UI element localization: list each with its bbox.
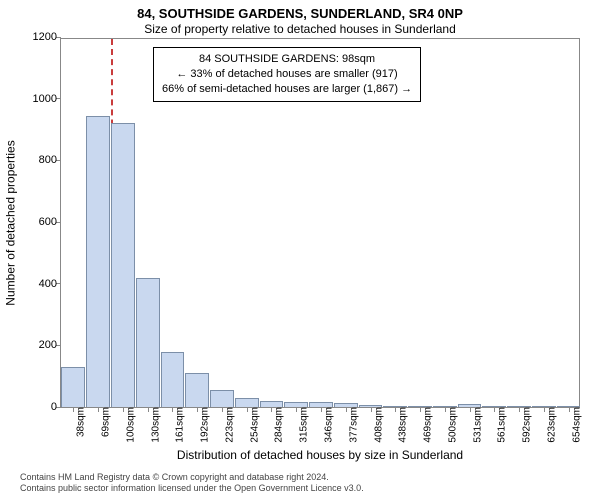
x-tick-label: 254sqm	[241, 407, 260, 443]
x-tick-label: 654sqm	[563, 407, 582, 443]
y-tick-label: 800	[39, 154, 61, 166]
x-tick-label: 438sqm	[390, 407, 409, 443]
x-tick-label: 192sqm	[192, 407, 211, 443]
y-axis-label-container: Number of detached properties	[2, 38, 20, 408]
y-tick-label: 0	[51, 401, 61, 413]
x-tick-label: 100sqm	[117, 407, 136, 443]
x-tick-label: 408sqm	[365, 407, 384, 443]
x-tick-label: 346sqm	[316, 407, 335, 443]
chart-title-line2: Size of property relative to detached ho…	[0, 22, 600, 36]
histogram-bar	[161, 352, 185, 408]
footer-line1: Contains HM Land Registry data © Crown c…	[20, 472, 588, 483]
x-tick-label: 161sqm	[167, 407, 186, 443]
y-tick-label: 1200	[33, 31, 61, 43]
annotation-line2: ← 33% of detached houses are smaller (91…	[162, 67, 412, 82]
x-tick-label: 315sqm	[291, 407, 310, 443]
x-tick-label: 500sqm	[439, 407, 458, 443]
histogram-bar	[61, 367, 85, 407]
histogram-bar	[86, 116, 110, 407]
annotation-box: 84 SOUTHSIDE GARDENS: 98sqm ← 33% of det…	[153, 47, 421, 102]
x-tick-label: 69sqm	[93, 407, 112, 437]
x-tick-label: 377sqm	[340, 407, 359, 443]
plot-area: 84 SOUTHSIDE GARDENS: 98sqm ← 33% of det…	[60, 38, 580, 408]
x-tick-label: 623sqm	[538, 407, 557, 443]
x-tick-label: 561sqm	[489, 407, 508, 443]
x-axis-label: Distribution of detached houses by size …	[60, 448, 580, 462]
annotation-line3: 66% of semi-detached houses are larger (…	[162, 82, 412, 97]
histogram-bar	[210, 390, 234, 407]
x-tick-label: 531sqm	[464, 407, 483, 443]
x-tick-label: 592sqm	[514, 407, 533, 443]
histogram-bar	[235, 398, 259, 407]
y-tick-label: 200	[39, 339, 61, 351]
histogram-bar	[136, 278, 160, 408]
x-tick-label: 469sqm	[415, 407, 434, 443]
footer-line2: Contains public sector information licen…	[20, 483, 588, 494]
histogram-bar	[111, 123, 135, 407]
y-tick-label: 400	[39, 278, 61, 290]
histogram-bar	[185, 373, 209, 407]
x-tick-label: 223sqm	[216, 407, 235, 443]
annotation-line1: 84 SOUTHSIDE GARDENS: 98sqm	[162, 52, 412, 67]
x-tick-label: 284sqm	[266, 407, 285, 443]
x-tick-label: 130sqm	[142, 407, 161, 443]
y-axis-label: Number of detached properties	[4, 140, 18, 305]
footer-attribution: Contains HM Land Registry data © Crown c…	[20, 472, 588, 495]
x-tick-label: 38sqm	[68, 407, 87, 437]
y-tick-label: 1000	[33, 93, 61, 105]
chart-title-line1: 84, SOUTHSIDE GARDENS, SUNDERLAND, SR4 0…	[0, 6, 600, 21]
y-tick-label: 600	[39, 216, 61, 228]
